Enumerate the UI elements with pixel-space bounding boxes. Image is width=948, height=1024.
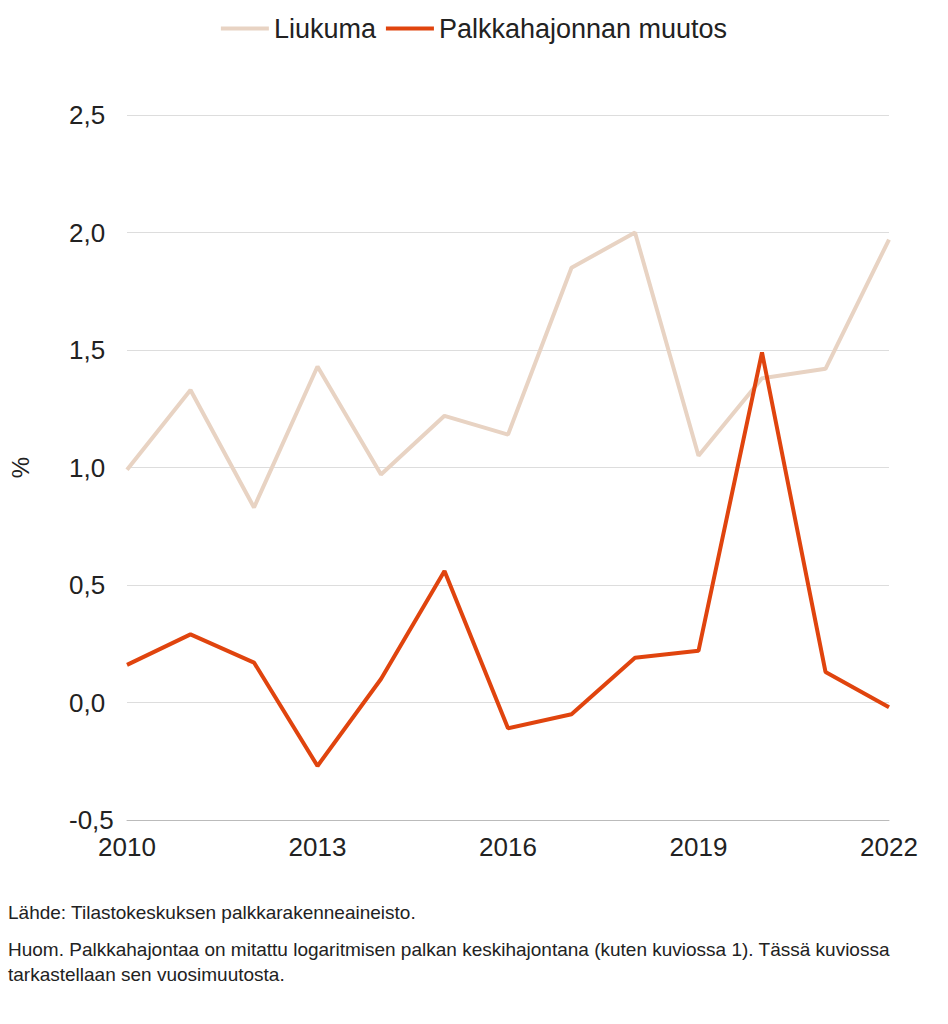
html-text:Lähde: Tilastokeskuksen palkka: Lähde: Tilastokeskuksen palkkarakenneain… <box>8 902 416 923</box>
svg-text:1,0: 1,0 <box>69 453 105 483</box>
svg-text:2022: 2022 <box>860 832 918 862</box>
svg-text:2016: 2016 <box>479 832 537 862</box>
svg-text:2019: 2019 <box>670 832 728 862</box>
svg-text:Liukuma: Liukuma <box>274 14 377 44</box>
svg-text:-0,5: -0,5 <box>69 805 114 835</box>
svg-text:1,5: 1,5 <box>69 335 105 365</box>
svg-text:%: % <box>7 457 34 478</box>
svg-text:0,0: 0,0 <box>69 688 105 718</box>
html-text:Huom. Palkkahajontaa on mitatt: Huom. Palkkahajontaa on mitattu logaritm… <box>8 939 890 985</box>
svg-text:2,5: 2,5 <box>69 100 105 130</box>
svg-text:2010: 2010 <box>98 832 156 862</box>
svg-text:2013: 2013 <box>289 832 347 862</box>
svg-text:2,0: 2,0 <box>69 218 105 248</box>
svg-text:Palkkahajonnan muutos: Palkkahajonnan muutos <box>439 14 727 44</box>
svg-text:0,5: 0,5 <box>69 570 105 600</box>
